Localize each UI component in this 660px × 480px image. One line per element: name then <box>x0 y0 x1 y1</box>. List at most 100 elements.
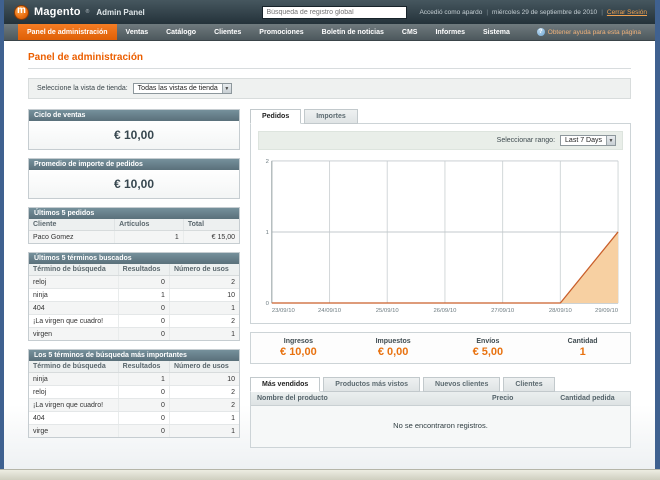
stat-value: € 0,00 <box>377 345 409 358</box>
nav-item[interactable]: Boletín de noticias <box>321 29 384 36</box>
stat-label: Cantidad <box>567 337 598 345</box>
column-header: Cantidad pedida <box>554 391 630 406</box>
table-row[interactable]: ¡La virgen que cuadro! 0 2 <box>29 314 239 328</box>
tab[interactable]: Pedidos <box>250 109 302 124</box>
range-label: Seleccionar rango: <box>496 137 556 144</box>
products-table: Nombre del producto Precio Cantidad pedi… <box>251 391 630 447</box>
registered-mark: ® <box>85 9 90 15</box>
stat-item: Cantidad 1 <box>535 338 630 358</box>
column-header: Artículos <box>114 219 184 231</box>
panel-title: Últimos 5 pedidos <box>29 208 239 219</box>
stat-label: Ingresos <box>283 337 313 345</box>
table-row[interactable]: virge 0 1 <box>29 424 239 437</box>
nav-item[interactable]: Promociones <box>259 29 304 36</box>
panel-title: Los 5 términos de búsqueda más important… <box>29 350 239 361</box>
lifetime-sales-panel: Ciclo de ventas € 10,00 <box>28 109 240 150</box>
svg-text:24/09/10: 24/09/10 <box>318 308 342 314</box>
nav-item[interactable]: Informes <box>435 29 466 36</box>
bottom-section: Más vendidos Productos más vistos Nuevos c… <box>250 376 631 448</box>
main-content: Panel de administración Seleccione la vi… <box>4 41 655 469</box>
main-nav: Panel de administración Ventas Catálogo Cli… <box>4 24 655 41</box>
svg-text:23/09/10: 23/09/10 <box>272 308 296 314</box>
last-orders-panel: Últimos 5 pedidos Cliente Artículos Tota… <box>28 207 240 244</box>
nav-item[interactable]: Ventas <box>125 29 149 36</box>
window-bottom-strip <box>0 469 660 480</box>
last-orders-table: Cliente Artículos Total Paco Gomez 1 € 15,… <box>29 219 239 243</box>
lifetime-sales-value: € 10,00 <box>29 121 239 149</box>
average-orders-panel: Promedio de importe de pedidos € 10,00 <box>28 158 240 199</box>
last-search-terms-table: Término de búsqueda Resultados Número de… <box>29 264 239 340</box>
nav-item[interactable]: Sistema <box>483 29 510 36</box>
top-header: Magento ® Admin Panel Accedió como apard… <box>4 0 655 24</box>
tab[interactable]: Importes <box>304 109 358 124</box>
stat-item: Envíos € 5,00 <box>441 338 536 358</box>
svg-text:0: 0 <box>266 301 270 307</box>
range-select[interactable]: Last 7 Days ▼ <box>560 135 616 146</box>
help-icon: ? <box>536 28 545 36</box>
store-view-label: Seleccione la vista de tienda: <box>37 85 128 92</box>
svg-text:25/09/10: 25/09/10 <box>376 308 400 314</box>
tab[interactable]: Clientes <box>503 376 555 392</box>
logout-link[interactable]: Cerrar Sesión <box>606 8 647 16</box>
column-header: Número de usos <box>169 361 239 373</box>
nav-item[interactable]: CMS <box>401 29 418 36</box>
stat-value: € 5,00 <box>472 345 504 358</box>
nav-item[interactable]: Clientes <box>214 29 242 36</box>
separator: | <box>601 8 603 16</box>
top-search-terms-panel: Los 5 términos de búsqueda más important… <box>28 349 240 438</box>
nav-items: Panel de administración Ventas Catálogo Cli… <box>18 24 519 40</box>
magento-logo: Magento ® Admin Panel <box>14 4 145 20</box>
chevron-down-icon: ▼ <box>221 84 231 93</box>
column-header: Término de búsqueda <box>29 361 119 373</box>
table-row[interactable]: ninja 1 10 <box>29 372 239 386</box>
column-header: Nombre del producto <box>251 391 486 406</box>
logged-in-as-text: Accedió como apardo <box>419 8 483 16</box>
nav-item[interactable]: Panel de administración <box>18 24 117 40</box>
dashboard-columns: Ciclo de ventas € 10,00 Promedio de impo… <box>28 109 631 448</box>
table-row[interactable]: reloj 0 2 <box>29 275 239 289</box>
logo-brand: Magento <box>34 6 81 18</box>
svg-text:29/09/10: 29/09/10 <box>595 308 619 314</box>
right-column: Pedidos Importes Seleccionar rango: Last … <box>250 109 631 448</box>
svg-text:1: 1 <box>266 230 269 236</box>
table-row[interactable]: Paco Gomez 1 € 15,00 <box>29 230 239 243</box>
column-header: Resultados <box>118 264 170 276</box>
table-row[interactable]: virgen 0 1 <box>29 327 239 340</box>
table-row[interactable]: 404 0 1 <box>29 301 239 315</box>
tab[interactable]: Productos más vistos <box>323 376 421 392</box>
last-search-terms-panel: Últimos 5 términos buscados Término de b… <box>28 252 240 341</box>
table-row[interactable]: reloj 0 2 <box>29 385 239 399</box>
stat-item: Impuestos € 0,00 <box>346 338 441 358</box>
bottom-tabs: Más vendidos Productos más vistos Nuevos c… <box>250 376 631 392</box>
orders-chart: 23/09/10 24/09/10 25/09/10 26/09/10 27/09/10… <box>258 156 623 316</box>
panel-title: Ciclo de ventas <box>29 110 239 121</box>
tab[interactable]: Nuevos clientes <box>423 376 501 392</box>
table-row[interactable]: ninja 1 10 <box>29 288 239 302</box>
stats-row: Ingresos € 10,00 Impuestos € 0,00 Envíos € 5,… <box>250 331 631 364</box>
average-orders-value: € 10,00 <box>29 170 239 198</box>
svg-text:26/09/10: 26/09/10 <box>433 308 457 314</box>
orders-chart-svg: 23/09/10 24/09/10 25/09/10 26/09/10 27/09/10… <box>266 159 619 314</box>
stat-item: Ingresos € 10,00 <box>251 338 346 358</box>
page-help-link[interactable]: ? Obtener ayuda para esta página <box>536 24 641 40</box>
browser-viewport: Magento ® Admin Panel Accedió como apard… <box>0 0 660 469</box>
store-view-select[interactable]: Todas las vistas de tienda ▼ <box>132 83 232 94</box>
range-bar: Seleccionar rango: Last 7 Days ▼ <box>258 131 623 150</box>
chart-panel: Seleccionar rango: Last 7 Days ▼ 23/09/1… <box>250 123 631 324</box>
nav-item[interactable]: Catálogo <box>166 29 197 36</box>
panel-title: Promedio de importe de pedidos <box>29 159 239 170</box>
svg-text:2: 2 <box>266 159 269 165</box>
stat-label: Impuestos <box>375 337 411 345</box>
global-search-input[interactable] <box>262 5 408 19</box>
table-row[interactable]: ¡La virgen que cuadro! 0 2 <box>29 398 239 412</box>
dashboard-tabs: Pedidos Importes <box>250 109 631 124</box>
magento-logo-icon <box>14 4 29 20</box>
panel-title: Últimos 5 términos buscados <box>29 253 239 264</box>
tab[interactable]: Más vendidos <box>250 376 321 392</box>
logo-suffix: Admin Panel <box>96 7 145 17</box>
column-header: Precio <box>485 391 555 406</box>
admin-page: Magento ® Admin Panel Accedió como apard… <box>4 0 655 469</box>
table-row[interactable]: 404 0 1 <box>29 411 239 425</box>
stat-label: Envíos <box>476 337 500 345</box>
top-search-terms-table: Término de búsqueda Resultados Número de… <box>29 361 239 437</box>
